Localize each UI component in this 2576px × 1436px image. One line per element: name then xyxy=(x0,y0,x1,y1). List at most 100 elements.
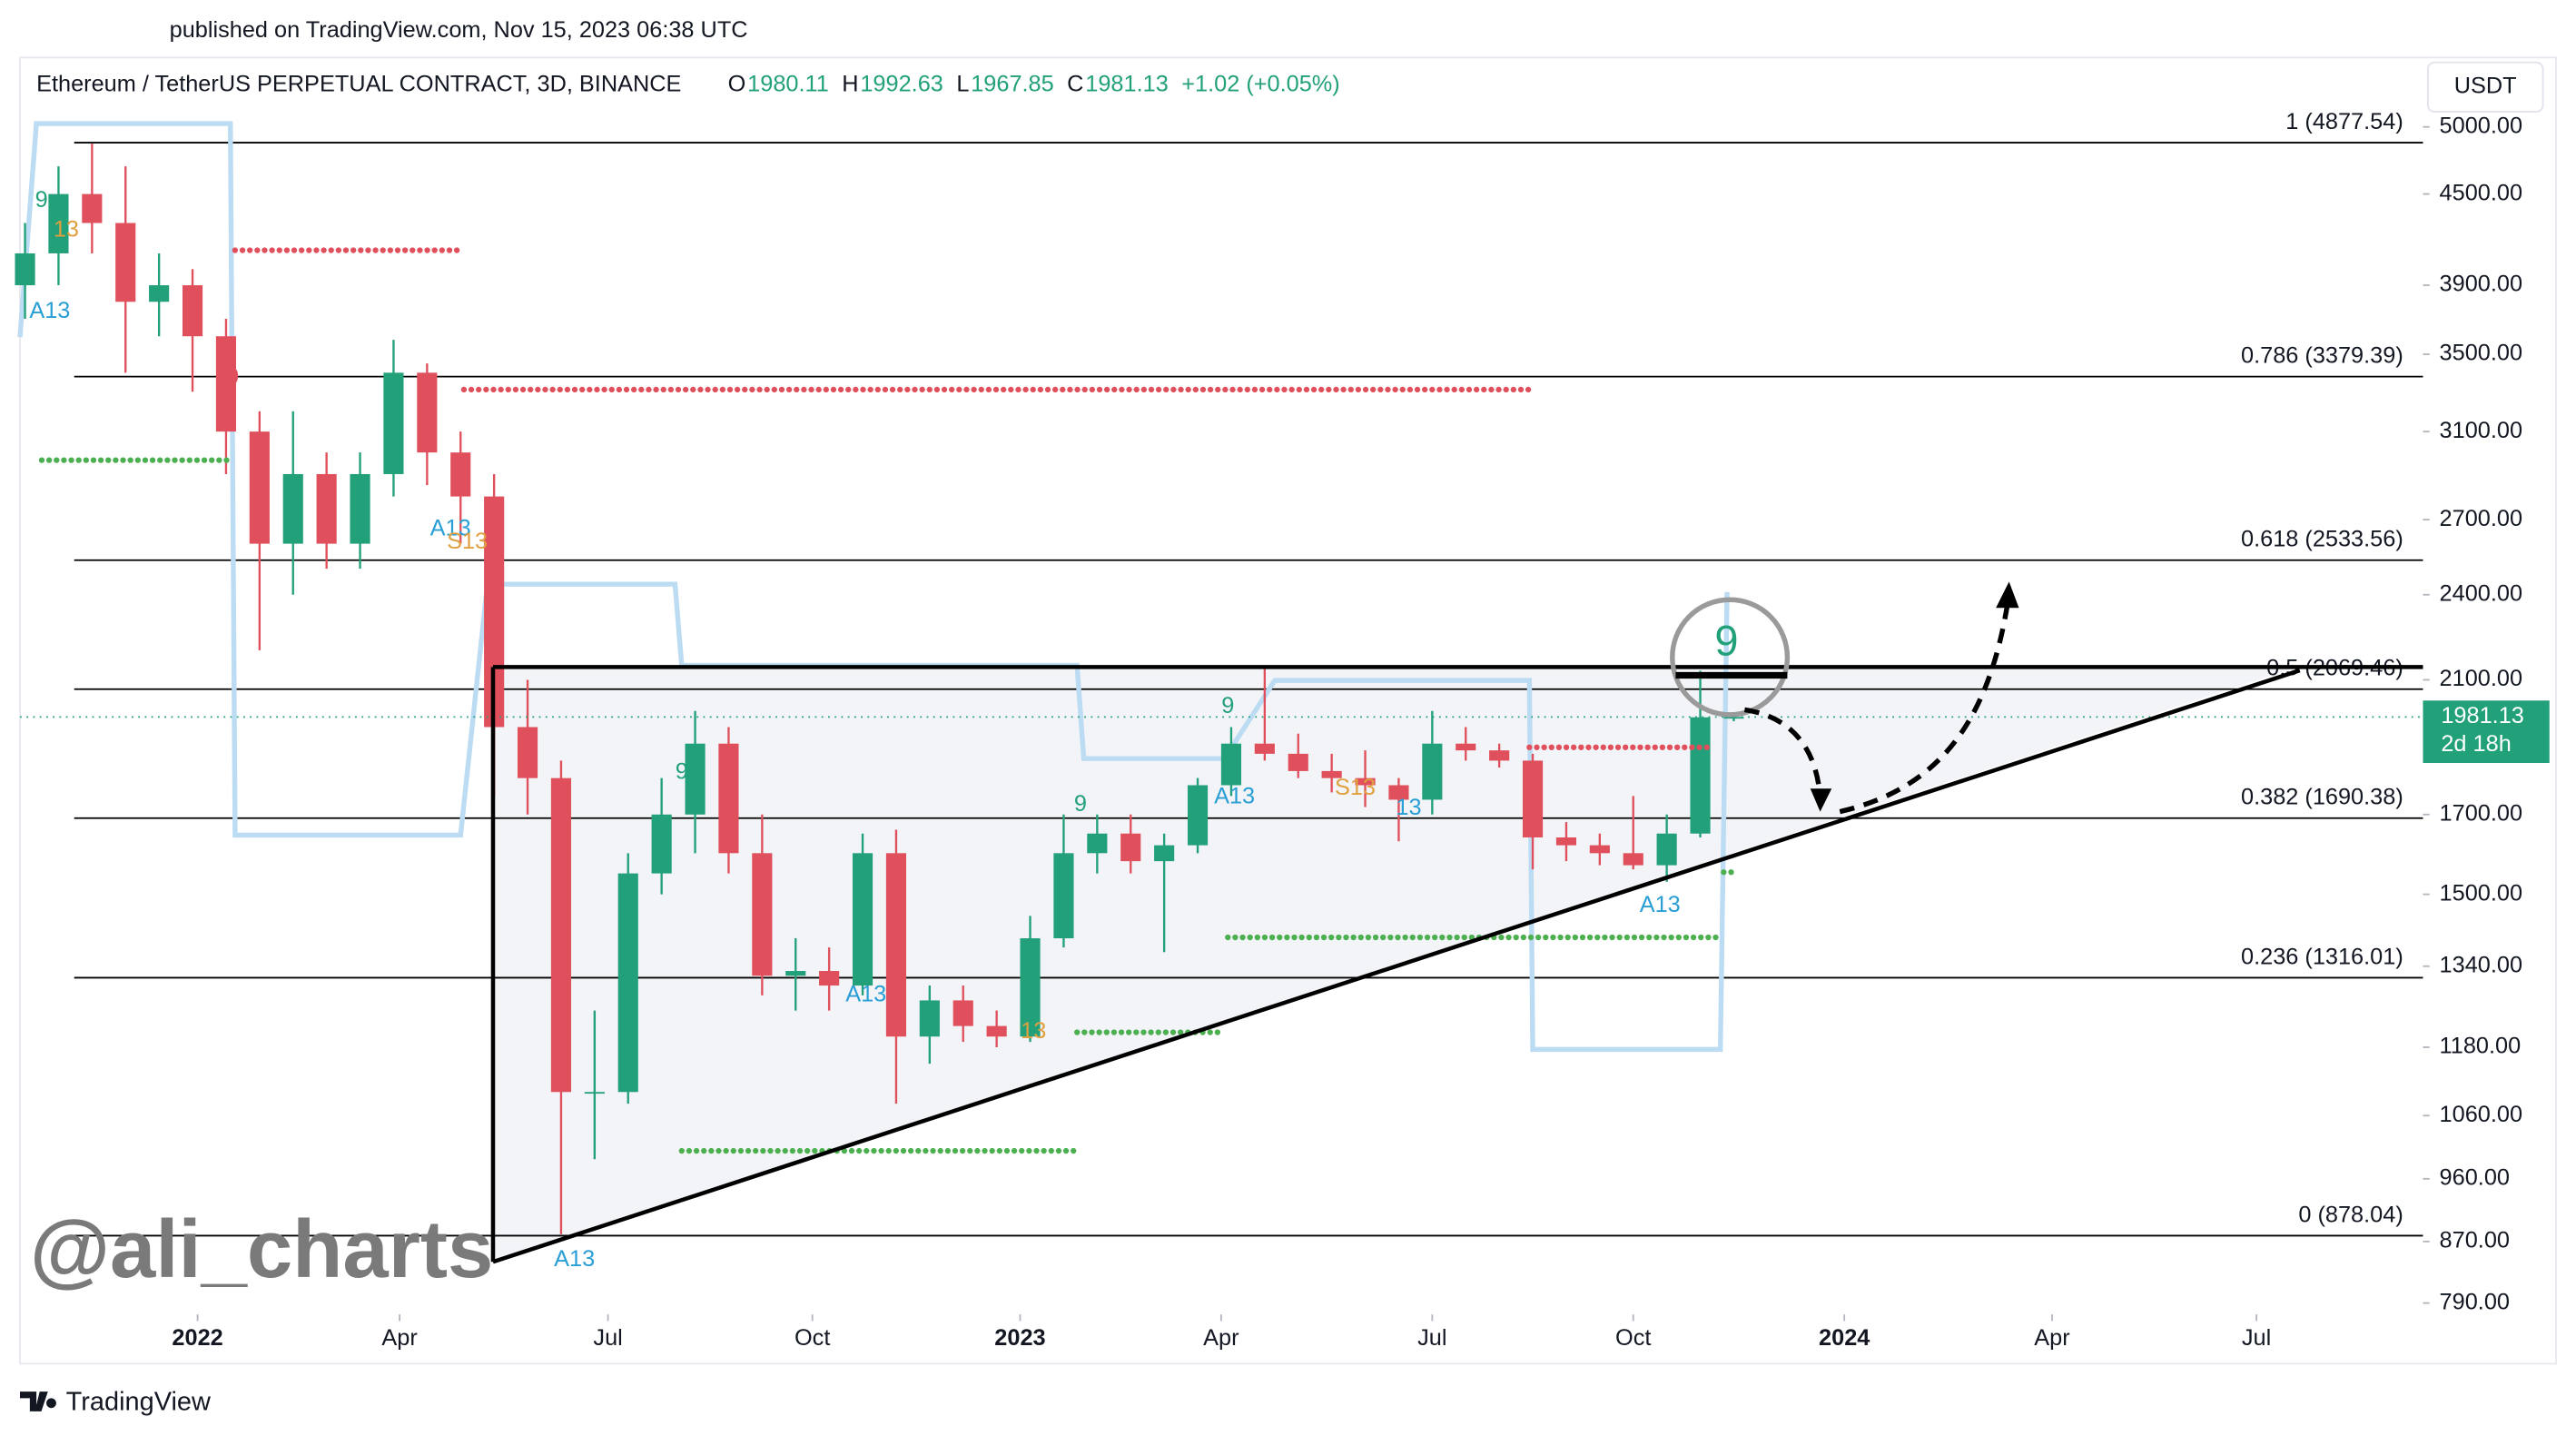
y-tick-label: 3100.00 xyxy=(2440,418,2523,443)
td-label: S13 xyxy=(1335,775,1376,800)
x-tick-label: Oct xyxy=(1615,1325,1651,1351)
fib-label: 0.236 (1316.01) xyxy=(2241,944,2403,969)
brand-logo xyxy=(20,1391,56,1411)
td-label: 9 xyxy=(1221,693,1234,718)
td-label: A13 xyxy=(1214,783,1255,808)
x-tick-label: Oct xyxy=(795,1325,830,1351)
candle-body xyxy=(1220,743,1242,786)
candle-body xyxy=(82,193,103,223)
candle-body xyxy=(215,336,237,432)
candle-body xyxy=(149,285,170,302)
fib-label: 0.618 (2533.56) xyxy=(2241,527,2403,552)
td-label: 9 xyxy=(226,364,239,390)
td-label: 9 xyxy=(35,187,48,213)
arrow-up xyxy=(1839,604,2010,815)
candle-body xyxy=(1154,845,1175,862)
y-tick-label: 1700.00 xyxy=(2440,800,2523,826)
candle-body xyxy=(550,777,572,1093)
fib-label: 1 (4877.54) xyxy=(2285,109,2403,134)
candle-body xyxy=(1422,743,1443,800)
candle-body xyxy=(1456,743,1476,751)
fib-label: 0.786 (3379.39) xyxy=(2241,343,2403,369)
candle-body xyxy=(852,853,873,986)
candle-body xyxy=(249,431,270,544)
candle-body xyxy=(115,223,136,302)
main-layer: 5000.00 4500.00 3900.00 3500.00 3100.00 2700.… xyxy=(15,109,2550,1351)
y-tick-label: 2400.00 xyxy=(2440,580,2523,606)
currency: USDT xyxy=(2454,74,2517,99)
ohlc-value: 1980.11 xyxy=(747,72,829,97)
ohlc-header: O 1980.11 H 1992.63 L 1967.85 C 1981.13 +1.02 (+… xyxy=(728,72,1340,97)
candle-body xyxy=(15,253,35,286)
candle-body xyxy=(350,473,370,544)
td-label: 9 xyxy=(676,759,688,785)
td-label: 9 xyxy=(1074,791,1087,817)
candle-body xyxy=(718,743,739,854)
candle-body xyxy=(182,285,203,337)
td-label: A13 xyxy=(845,982,886,1007)
currency-box xyxy=(2426,61,2544,113)
candle-body xyxy=(885,853,907,1037)
y-tick-label: 1180.00 xyxy=(2440,1034,2522,1059)
candle-body xyxy=(48,193,69,253)
candle-body xyxy=(1489,750,1510,761)
y-tick-label: 1060.00 xyxy=(2440,1102,2523,1127)
candle-body xyxy=(952,1000,973,1026)
candle-body xyxy=(617,873,638,1093)
td-label: A13 xyxy=(29,298,70,323)
candle-body xyxy=(785,971,806,976)
y-tick-label: 5000.00 xyxy=(2440,113,2523,138)
highlight-circle xyxy=(1670,597,1791,718)
brand: TradingView xyxy=(66,1387,211,1416)
ohlc-key: O xyxy=(728,72,746,97)
ohlc-value: 1981.13 xyxy=(1085,72,1168,97)
drawing xyxy=(490,581,2423,1264)
candle-body xyxy=(484,496,505,728)
fib-label: 0.382 (1690.38) xyxy=(2241,785,2403,810)
arrow-down xyxy=(1743,707,1823,799)
x-tick-label: Jul xyxy=(2242,1325,2271,1351)
candle-body xyxy=(1555,837,1577,846)
candle-body xyxy=(517,727,538,778)
change: +1.02 (+0.05%) xyxy=(1181,72,1339,97)
candle-body xyxy=(417,372,438,453)
td-label: 13 xyxy=(1396,795,1421,820)
candle-body xyxy=(282,473,303,544)
candle-body xyxy=(752,853,773,976)
ohlc-key: H xyxy=(842,72,858,97)
candle-body xyxy=(986,1025,1007,1037)
y-tick-label: 2700.00 xyxy=(2440,506,2523,531)
x-tick-label: Apr xyxy=(1203,1325,1239,1351)
candle-body xyxy=(316,473,337,544)
x-tick-label: Jul xyxy=(593,1325,622,1351)
candle-body xyxy=(1187,785,1209,846)
y-tick-label: 3500.00 xyxy=(2440,341,2523,366)
td-label: 13 xyxy=(54,216,79,242)
candle-body xyxy=(1288,753,1308,771)
y-tick-label: 4500.00 xyxy=(2440,180,2523,205)
candle-body xyxy=(1656,833,1677,866)
candle-body xyxy=(1690,717,1711,834)
y-tick-label: 870.00 xyxy=(2440,1228,2510,1253)
ohlc-key: C xyxy=(1067,72,1083,97)
td-label: A13 xyxy=(1640,892,1681,917)
candle-body xyxy=(1522,760,1544,837)
x-tick-label: Apr xyxy=(381,1325,418,1351)
last-price-box xyxy=(2423,700,2550,764)
candle-body xyxy=(919,1000,940,1037)
candle-body xyxy=(584,1092,605,1094)
y-tick-label: 1340.00 xyxy=(2440,952,2523,977)
candle-body xyxy=(1355,777,1376,786)
last-price: 1981.13 xyxy=(2441,703,2524,728)
candle-body xyxy=(1087,833,1108,854)
y-tick-label: 3900.00 xyxy=(2440,272,2523,297)
ohlc-value: 1967.85 xyxy=(971,72,1053,97)
countdown: 2d 18h xyxy=(2441,731,2511,757)
triangle-support xyxy=(492,668,2301,1264)
td-label: A13 xyxy=(554,1246,595,1272)
td-label: S13 xyxy=(447,529,488,554)
y-tick-label: 790.00 xyxy=(2440,1289,2510,1314)
x-tick-label: 2022 xyxy=(172,1325,222,1351)
td-label: 13 xyxy=(1021,1018,1046,1044)
